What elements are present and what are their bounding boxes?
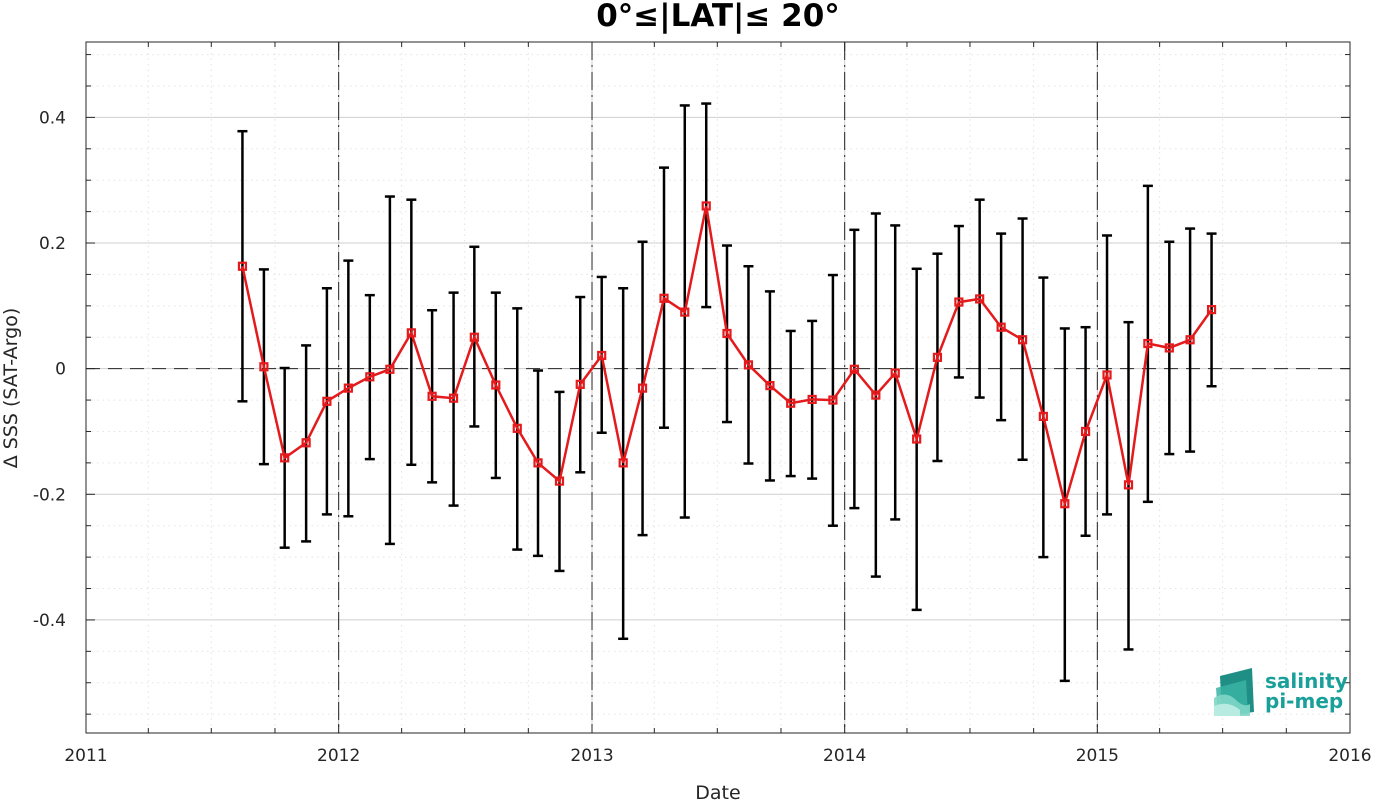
x-axis-label: Date <box>695 782 740 801</box>
x-tick-label: 2011 <box>64 746 107 766</box>
data-point-marker <box>765 381 775 391</box>
data-point-marker <box>786 398 796 408</box>
data-point-marker <box>448 393 459 403</box>
data-point-marker <box>701 201 711 211</box>
y-tick-label: -0.2 <box>33 485 66 505</box>
data-point-marker <box>554 476 565 486</box>
data-point-marker <box>828 395 838 405</box>
data-point-marker <box>871 390 881 400</box>
data-point-marker <box>1185 335 1195 345</box>
tick-labels: 2011 2012 2013 2014 2015 2016 0.4 0.2 0 -0.2 -0.4 <box>33 108 1372 766</box>
x-tick-label: 2015 <box>1076 746 1119 766</box>
data-point-marker <box>385 364 395 374</box>
data-point-marker <box>237 261 248 271</box>
salinity-pi-mep-logo: salinity pi-mep <box>1214 668 1348 716</box>
data-point-marker <box>954 297 964 307</box>
data-point-marker <box>975 294 985 304</box>
data-point-marker <box>533 458 543 468</box>
axis-ticks <box>85 42 1351 733</box>
y-axis-label: Δ SSS (SAT-Argo) <box>0 308 22 468</box>
data-point-marker <box>996 322 1006 332</box>
logo-line1: salinity <box>1265 669 1348 693</box>
logo-line2: pi-mep <box>1265 689 1343 713</box>
x-tick-label: 2014 <box>823 746 866 766</box>
data-point-marker <box>1038 411 1048 421</box>
data-point-marker <box>597 350 607 361</box>
y-tick-label: 0.4 <box>39 108 66 128</box>
data-point-marker <box>469 332 479 342</box>
data-point-marker <box>890 368 900 378</box>
data-point-marker <box>618 458 628 468</box>
data-point-marker <box>512 423 522 433</box>
data-point-marker <box>807 394 817 405</box>
data-point-marker <box>322 396 332 406</box>
y-tick-label: 0.2 <box>39 234 66 254</box>
data-point-marker <box>259 362 269 372</box>
data-point-marker <box>575 379 585 389</box>
x-tick-label: 2012 <box>317 746 360 766</box>
data-point-marker <box>680 307 690 317</box>
data-point-marker <box>637 383 648 393</box>
year-separators <box>338 42 1098 733</box>
x-tick-label: 2016 <box>1328 746 1371 766</box>
data-point-marker <box>1123 480 1134 490</box>
y-tick-label: 0 <box>55 360 66 380</box>
data-point-marker <box>1143 338 1153 349</box>
plot-frame <box>85 41 1351 734</box>
data-point-marker <box>743 360 754 370</box>
y-tick-label: -0.4 <box>33 611 66 631</box>
data-point-marker <box>912 434 922 444</box>
data-point-marker <box>301 438 311 448</box>
data-point-marker <box>1017 335 1028 345</box>
x-tick-label: 2013 <box>570 746 613 766</box>
data-point-marker <box>932 352 943 362</box>
series-markers <box>237 201 1217 509</box>
data-point-marker <box>491 380 501 390</box>
data-point-marker <box>849 364 859 374</box>
chart-title: 0°≤|LAT|≤ 20° <box>596 0 840 34</box>
data-point-marker <box>1206 305 1217 315</box>
data-point-marker <box>406 328 416 338</box>
series-line <box>241 205 1213 509</box>
data-point-marker <box>427 391 437 401</box>
data-point-marker <box>1080 426 1091 437</box>
data-point-marker <box>659 293 669 303</box>
data-point-marker <box>343 383 353 393</box>
data-point-marker <box>1102 370 1112 380</box>
data-point-marker <box>722 328 732 339</box>
data-point-marker <box>1060 499 1070 509</box>
waves-icon <box>1214 668 1254 716</box>
data-point-marker <box>365 372 375 382</box>
data-point-marker <box>280 453 290 463</box>
data-point-marker <box>1164 343 1174 353</box>
